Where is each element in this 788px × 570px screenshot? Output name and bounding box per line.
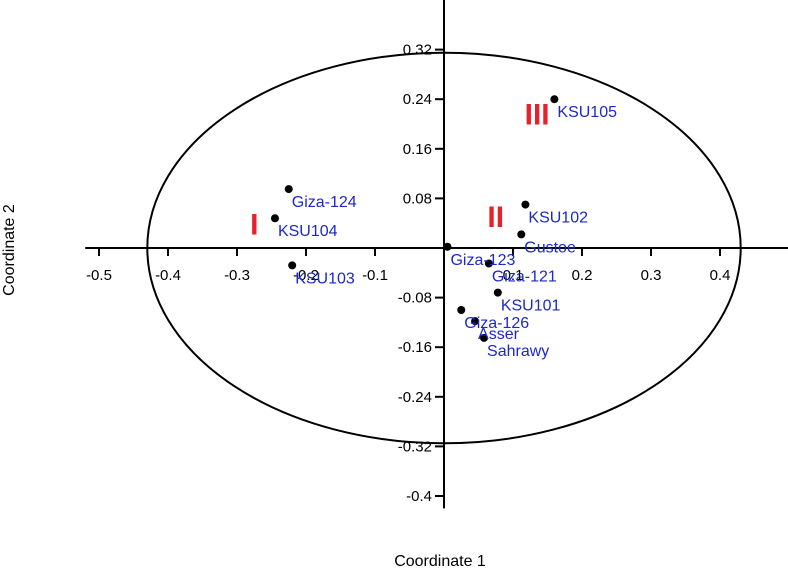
axes — [85, 0, 788, 509]
data-point-label: KSU105 — [557, 104, 617, 121]
data-point — [493, 288, 502, 297]
y-tick-label: -0.08 — [398, 290, 432, 307]
data-point-label: Giza-126 — [464, 315, 529, 332]
data-point — [270, 214, 279, 223]
data-point-label: Giza-124 — [292, 194, 357, 211]
group-label: II — [487, 201, 504, 234]
x-axis-title: Coordinate 1 — [394, 553, 486, 570]
data-point-label: Sahrawy — [487, 343, 549, 360]
y-tick-label: 0.16 — [403, 141, 432, 158]
point-labels: Giza-124 KSU104 KSU103 KSU105 KSU102 Gustoe Gi… — [278, 104, 617, 360]
data-point — [457, 306, 466, 314]
y-tick-label: 0.08 — [403, 190, 432, 207]
data-point — [471, 317, 480, 326]
y-tick-label: -0.16 — [398, 339, 432, 356]
data-point-label: Giza-121 — [492, 269, 557, 286]
data-point-label: KSU102 — [528, 210, 588, 227]
y-tick-label: 0.32 — [403, 42, 432, 59]
data-point — [521, 200, 530, 209]
ticks: -0.5 -0.4 -0.3 -0.2 -0.1 0.1 0.2 0.3 0.4 0.32 0.24… — [86, 42, 730, 505]
group-label: III — [525, 99, 550, 132]
data-point — [443, 242, 452, 251]
x-tick-label: -0.3 — [224, 267, 250, 284]
y-tick-label: -0.24 — [398, 389, 432, 406]
group-label: I — [250, 208, 258, 241]
x-tick-label: 0.2 — [572, 267, 593, 284]
y-tick-label: 0.24 — [403, 91, 432, 108]
x-tick-label: 0.1 — [503, 267, 524, 284]
data-point — [517, 230, 526, 239]
data-points — [270, 95, 559, 342]
data-point — [288, 261, 297, 270]
y-axis-title: Coordinate 2 — [1, 204, 18, 296]
x-tick-label: 0.3 — [641, 267, 662, 284]
x-tick-label: 0.4 — [710, 267, 731, 284]
x-tick-label: -0.4 — [155, 267, 181, 284]
data-point-label: Giza-123 — [450, 252, 515, 269]
x-tick-label: -0.1 — [362, 267, 388, 284]
data-point-label: KSU104 — [278, 223, 338, 240]
x-tick-label: -0.2 — [293, 267, 319, 284]
data-point — [550, 95, 559, 104]
data-point — [284, 185, 293, 194]
data-point — [484, 259, 493, 268]
data-point-label: Asser — [478, 326, 520, 343]
data-point-label: KSU103 — [295, 270, 355, 287]
data-point — [480, 333, 489, 342]
y-tick-label: -0.32 — [398, 438, 432, 455]
x-tick-label: -0.5 — [86, 267, 112, 284]
data-point-label: KSU101 — [501, 298, 561, 315]
y-tick-label: -0.4 — [406, 488, 432, 505]
data-point-label: Gustoe — [524, 239, 576, 256]
